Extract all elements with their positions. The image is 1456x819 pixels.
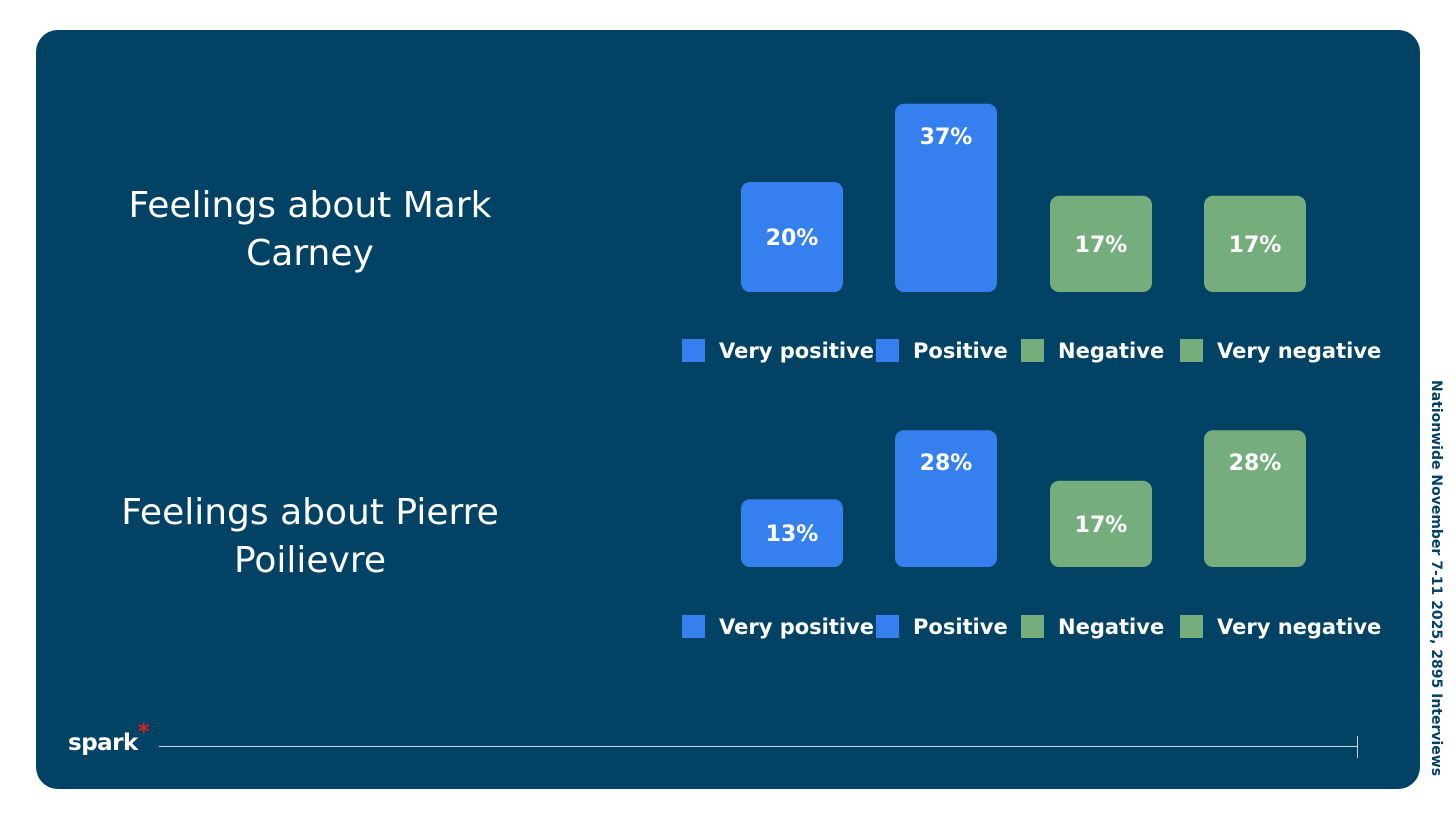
- bar-value-label: 37%: [920, 125, 973, 150]
- bar-positive: [895, 430, 997, 567]
- legend-swatch: [1180, 339, 1203, 362]
- bar-value-label: 20%: [766, 226, 819, 251]
- legend-label: Negative: [1058, 339, 1164, 363]
- bar-very-positive: [741, 182, 843, 292]
- bar-very-negative: [1204, 195, 1306, 292]
- bar-very-positive: [741, 499, 843, 567]
- footer-divider-end: [1357, 736, 1358, 758]
- legend-label: Positive: [913, 615, 1008, 639]
- bar-positive: [895, 103, 997, 292]
- legend-label: Positive: [913, 339, 1008, 363]
- logo-asterisk-icon: *: [138, 720, 150, 745]
- legend-label: Very positive: [719, 615, 874, 639]
- footer-divider: [159, 746, 1358, 747]
- bar-value-label: 28%: [920, 451, 973, 476]
- legend-swatch: [1021, 615, 1044, 638]
- legend-label: Very negative: [1217, 615, 1381, 639]
- legend-swatch: [682, 339, 705, 362]
- legend-swatch: [682, 615, 705, 638]
- legend-label: Very negative: [1217, 339, 1381, 363]
- bar-value-label: 17%: [1075, 513, 1128, 538]
- slide-panel: [36, 30, 1420, 789]
- bar-value-label: 17%: [1229, 233, 1282, 258]
- chart-title-carney: Feelings about Mark Carney: [128, 185, 492, 274]
- legend-swatch: [876, 339, 899, 362]
- bar-value-label: 17%: [1075, 233, 1128, 258]
- survey-note: Nationwide November 7-11 2025, 2895 Inte…: [1428, 380, 1444, 777]
- legend-swatch: [876, 615, 899, 638]
- bar-value-label: 13%: [766, 522, 819, 547]
- logo-text: spark: [68, 730, 138, 756]
- bar-negative: [1050, 480, 1152, 567]
- bar-negative: [1050, 195, 1152, 292]
- bar-value-label: 28%: [1229, 451, 1282, 476]
- legend-swatch: [1021, 339, 1044, 362]
- legend-swatch: [1180, 615, 1203, 638]
- legend-label: Very positive: [719, 339, 874, 363]
- chart-title-poilievre: Feelings about Pierre Poilievre: [121, 492, 499, 581]
- spark-logo: spark *: [68, 720, 150, 756]
- bar-very-negative: [1204, 430, 1306, 567]
- legend-label: Negative: [1058, 615, 1164, 639]
